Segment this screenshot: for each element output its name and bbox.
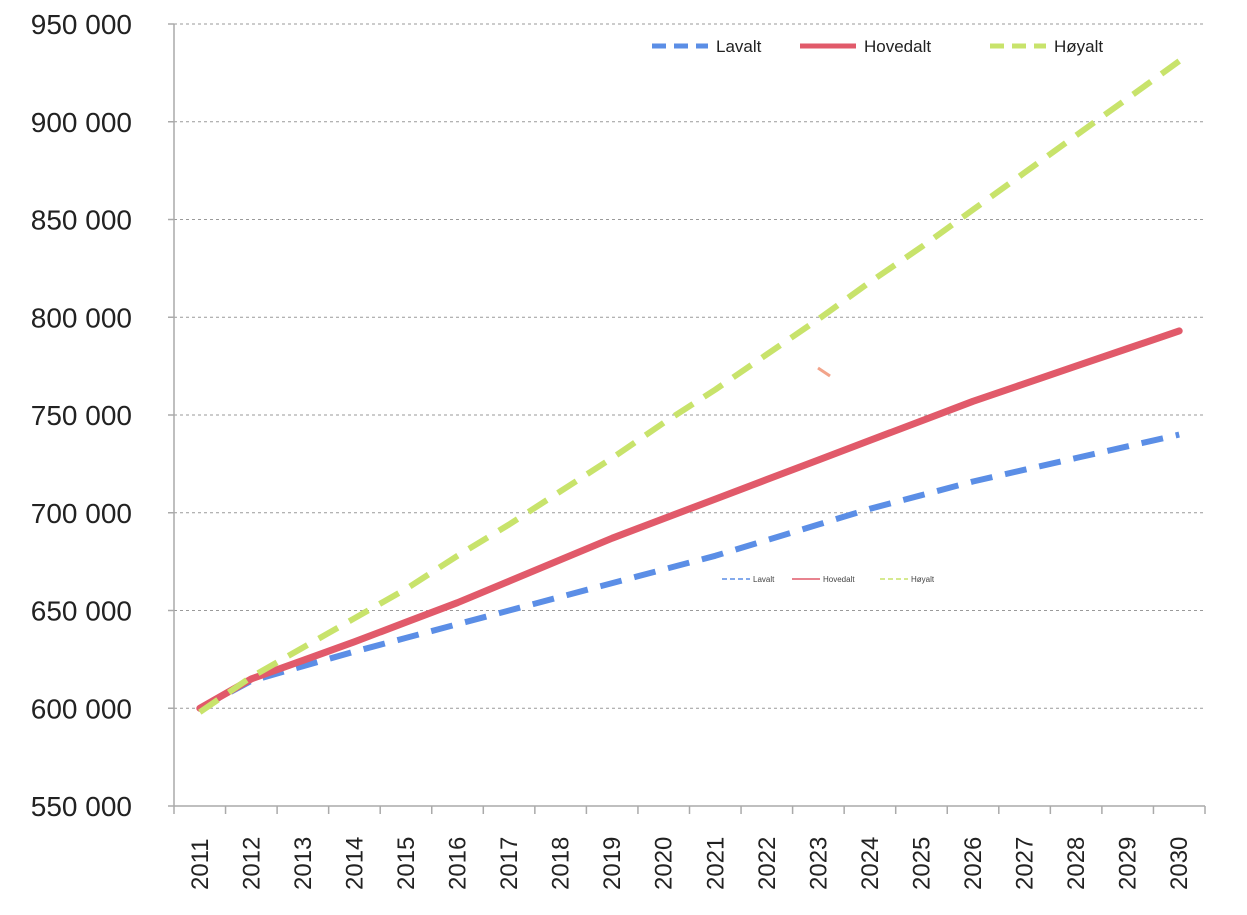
stray-mark: [817, 366, 831, 378]
y-tick-label: 750 000: [31, 400, 132, 431]
x-tick-label: 2021: [702, 837, 729, 890]
x-tick-label: 2026: [960, 837, 987, 890]
series-line-høyalt: [198, 58, 1181, 715]
series-line-lavalt: [198, 431, 1180, 711]
legend-small-label-hovedalt: Hovedalt: [823, 575, 855, 584]
legend: Lavalt Hovedalt Høyalt: [652, 37, 1103, 56]
x-tick-label: 2020: [651, 837, 678, 890]
x-tick-label: 2025: [908, 837, 935, 890]
series-line-hovedalt: [196, 327, 1183, 712]
y-tick-label: 900 000: [31, 107, 132, 138]
legend-label-lavalt: Lavalt: [716, 37, 762, 56]
y-tick-label: 700 000: [31, 498, 132, 529]
x-tick-label: 2019: [599, 837, 626, 890]
gridlines: [174, 23, 1205, 709]
y-tick-label: 850 000: [31, 205, 132, 236]
x-tick-label: 2018: [548, 837, 575, 890]
y-tick-label: 550 000: [31, 791, 132, 822]
x-tick-label: 2029: [1115, 837, 1142, 890]
series-lines: [196, 58, 1183, 715]
y-tick-label: 950 000: [31, 9, 132, 40]
y-tick-label: 650 000: [31, 596, 132, 627]
x-tick-label: 2011: [187, 838, 214, 890]
x-tick-label: 2017: [496, 837, 523, 890]
y-tick-labels: 550 000 600 000 650 000 700 000 750 000 800 0…: [31, 9, 174, 822]
legend-label-høyalt: Høyalt: [1054, 37, 1103, 56]
x-tick-labels: 2011 2012 2013 2014 2015 2016 2017 2018 2019 2020…: [173, 806, 1206, 890]
legend-small-label-lavalt: Lavalt: [753, 575, 775, 584]
legend-small: Lavalt Hovedalt Høyalt: [722, 575, 935, 584]
x-tick-label: 2014: [341, 837, 368, 890]
legend-small-label-høyalt: Høyalt: [911, 575, 935, 584]
x-tick-label: 2012: [238, 837, 265, 890]
x-tick-label: 2022: [754, 837, 781, 890]
x-tick-label: 2027: [1012, 837, 1039, 890]
x-tick-label: 2023: [805, 837, 832, 890]
x-tick-label: 2015: [393, 837, 420, 890]
x-tick-label: 2016: [445, 837, 472, 890]
x-tick-label: 2028: [1063, 837, 1090, 890]
x-tick-label: 2024: [857, 837, 884, 890]
x-tick-label: 2013: [290, 837, 317, 890]
y-tick-label: 600 000: [31, 693, 132, 724]
y-tick-label: 800 000: [31, 302, 132, 333]
x-tick-label: 2030: [1166, 837, 1193, 890]
legend-label-hovedalt: Hovedalt: [864, 37, 931, 56]
